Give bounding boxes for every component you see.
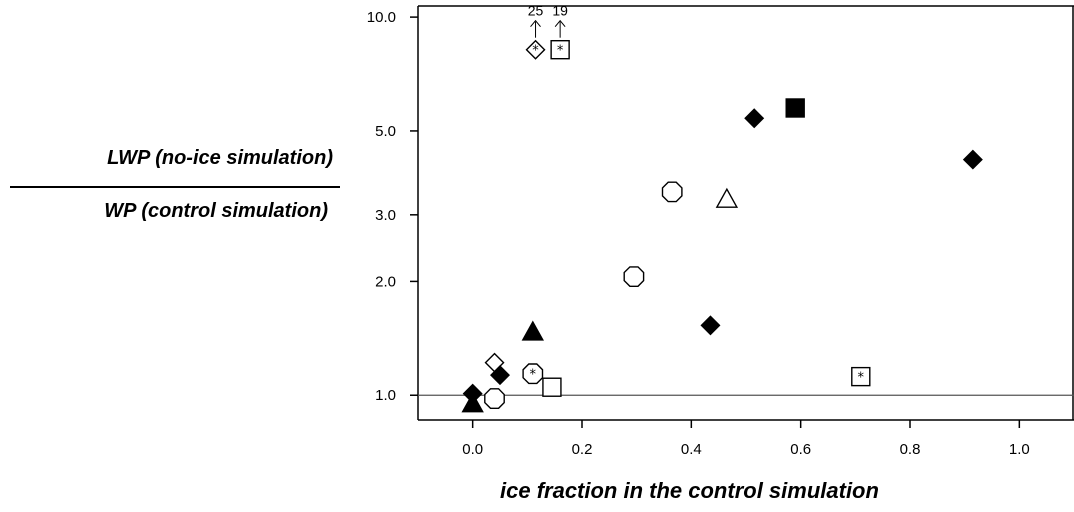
y-axis: 1.0 2.0 3.0 5.0 10.0 (367, 9, 418, 404)
data-point-open-square-star: * 19 (550, 3, 570, 60)
triangle-marker (521, 320, 544, 341)
plot-frame (417, 5, 1074, 421)
arrow-head-icon (530, 19, 541, 28)
data-point-open-diamond-star: * 25 (525, 3, 546, 60)
data-point-open-octagon (623, 266, 645, 287)
data-point-filled-square (785, 98, 805, 118)
square-marker (542, 377, 562, 397)
x-tick-label: 0.6 (790, 441, 811, 458)
star-icon: * (532, 44, 539, 59)
y-axis-label-denominator: WP (control simulation) (104, 200, 328, 222)
star-icon: * (557, 44, 564, 59)
diamond-marker (962, 149, 983, 170)
arrow-head-icon (554, 19, 566, 28)
y-axis-label-numerator: LWP (no-ice simulation) (107, 147, 333, 169)
diamond-marker (525, 39, 546, 60)
y-tick-label: 1.0 (375, 387, 396, 404)
y-tick-label: 3.0 (375, 207, 396, 224)
square-marker (550, 39, 570, 60)
x-tick-label: 0.4 (681, 441, 702, 458)
y-tick-label: 10.0 (367, 9, 396, 26)
diamond-marker (700, 315, 721, 336)
octagon-marker (522, 363, 544, 385)
star-icon: * (530, 368, 537, 383)
octagon-marker (661, 181, 683, 203)
x-tick-label: 1.0 (1009, 441, 1030, 458)
diamond-marker (744, 108, 765, 129)
square-marker (851, 366, 871, 387)
point-annotation-label: 25 (528, 3, 544, 19)
square-marker (785, 98, 805, 118)
data-point-open-octagon-star: * (522, 363, 544, 385)
x-tick-label: 0.2 (572, 441, 593, 458)
x-axis: 0.0 0.2 0.4 0.6 0.8 1.0 (462, 420, 1030, 458)
octagon-marker (623, 266, 645, 287)
point-annotation-label: 19 (552, 3, 568, 19)
data-point-open-octagon (661, 181, 683, 203)
x-axis-label: ice fraction in the control simulation (500, 478, 879, 503)
data-point-open-square (542, 377, 562, 397)
data-point-open-triangle (715, 187, 739, 208)
data-point-open-octagon (484, 388, 505, 409)
octagon-marker (484, 388, 505, 409)
y-tick-label: 5.0 (375, 123, 396, 140)
triangle-marker (715, 187, 739, 208)
diamond-marker (490, 365, 510, 386)
data-point-filled-triangle (521, 320, 544, 341)
data-point-filled-diamond (744, 108, 765, 129)
data-point-filled-diamond (700, 315, 721, 336)
y-tick-label: 2.0 (375, 273, 396, 290)
data-point-open-square-star: * (851, 366, 871, 387)
data-point-filled-diamond (962, 149, 983, 170)
data-point-filled-diamond (462, 383, 483, 404)
diamond-marker (462, 383, 483, 404)
data-point-filled-diamond (490, 365, 510, 386)
x-tick-label: 0.0 (462, 441, 483, 458)
data-points: * * 25 * 19 * (461, 3, 983, 413)
star-icon: * (858, 371, 865, 386)
y-axis-label-fraction-rule (10, 186, 340, 188)
x-tick-label: 0.8 (900, 441, 921, 458)
